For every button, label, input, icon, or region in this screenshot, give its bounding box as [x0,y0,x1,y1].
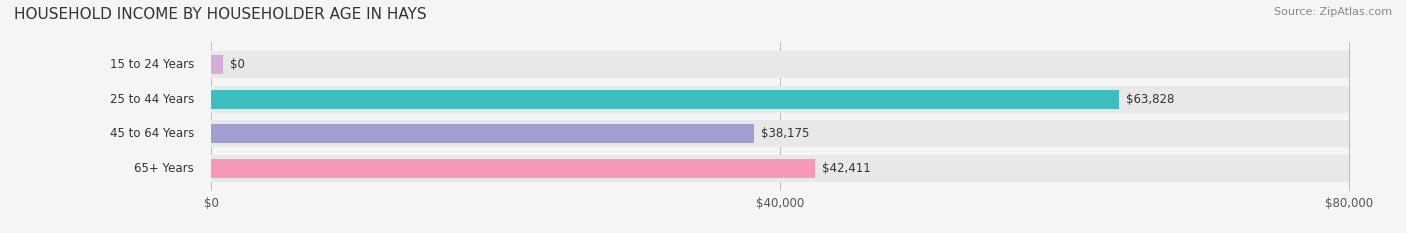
Bar [211,55,222,74]
Bar [211,120,1350,147]
Bar [211,86,1350,113]
Bar [211,155,1350,182]
Text: $63,828: $63,828 [1126,93,1175,106]
Text: $42,411: $42,411 [821,162,870,175]
Text: HOUSEHOLD INCOME BY HOUSEHOLDER AGE IN HAYS: HOUSEHOLD INCOME BY HOUSEHOLDER AGE IN H… [14,7,426,22]
Text: Source: ZipAtlas.com: Source: ZipAtlas.com [1274,7,1392,17]
Bar [211,51,1350,78]
Bar [211,124,755,143]
Bar [211,90,1119,109]
Bar [211,159,814,178]
Text: 15 to 24 Years: 15 to 24 Years [110,58,194,71]
Text: 65+ Years: 65+ Years [135,162,194,175]
Text: 45 to 64 Years: 45 to 64 Years [110,127,194,140]
Text: $0: $0 [229,58,245,71]
Text: $38,175: $38,175 [762,127,810,140]
Text: 25 to 44 Years: 25 to 44 Years [110,93,194,106]
